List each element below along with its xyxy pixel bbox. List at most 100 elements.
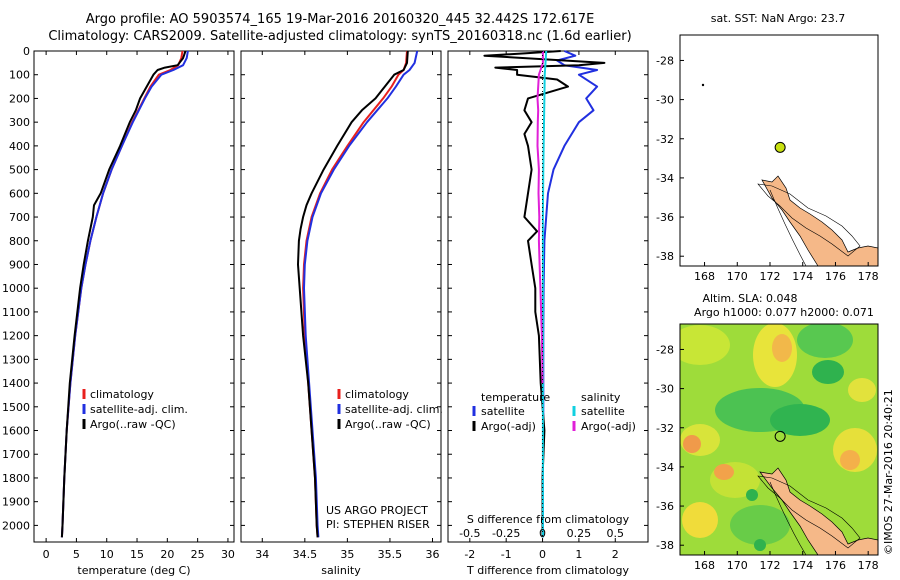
ytick-label: 400 xyxy=(9,140,30,153)
sst-map-xtick-label: 172 xyxy=(760,270,781,283)
figure-title-line2: Climatology: CARS2009. Satellite-adjuste… xyxy=(48,29,632,44)
altimetry-map-xtick-label: 174 xyxy=(792,559,813,572)
difference-line-t-argo xyxy=(483,50,606,538)
difference-xtick-label: -1 xyxy=(501,548,512,561)
temperature-xtick-label: 30 xyxy=(221,548,235,561)
ytick-label: 1700 xyxy=(2,448,30,461)
sal-legend-label: satellite-adj. clim. xyxy=(345,403,443,416)
salinity-series-group xyxy=(297,50,419,538)
ytick-label: 1400 xyxy=(2,377,30,390)
temperature-line-argo xyxy=(60,50,187,538)
altimetry-map-xtick-label: 170 xyxy=(727,559,748,572)
sst-map-xtick-label: 170 xyxy=(727,270,748,283)
diff-legend-label: Argo(-adj) xyxy=(581,420,636,433)
ytick-label: 800 xyxy=(9,235,30,248)
diff-xlabel-top: S difference from climatology xyxy=(467,513,630,526)
difference-xtick-label: 1 xyxy=(575,548,582,561)
altimetry-title-line1: Altim. SLA: 0.048 xyxy=(702,292,797,305)
ytick-label: 1800 xyxy=(2,472,30,485)
salinity-xtick-label: 36 xyxy=(425,548,439,561)
diff-s-tick-label: -0.25 xyxy=(492,527,520,540)
figure-title-line1: Argo profile: AO 5903574_165 19-Mar-2016… xyxy=(85,12,595,27)
difference-xtick-label: 2 xyxy=(612,548,619,561)
altimetry-map-ytick-label: -28 xyxy=(656,343,674,356)
difference-xtick-label: -2 xyxy=(464,548,475,561)
sst-map-ytick-label: -32 xyxy=(656,133,674,146)
ytick-label: 700 xyxy=(9,211,30,224)
ytick-label: 300 xyxy=(9,116,30,129)
sst-map-xtick-label: 174 xyxy=(792,270,813,283)
sst-map-ytick-label: -38 xyxy=(656,250,674,263)
altimetry-map-xtick-label: 176 xyxy=(825,559,846,572)
temperature-xtick-label: 10 xyxy=(100,548,114,561)
temperature-xtick-label: 0 xyxy=(43,548,50,561)
ytick-label: 500 xyxy=(9,164,30,177)
ytick-label: 1200 xyxy=(2,330,30,343)
diff-legend-header: temperature xyxy=(481,391,550,404)
salinity-xlabel: salinity xyxy=(321,564,361,577)
imos-credit: ©IMOS 27-Mar-2016 20:40:21 xyxy=(882,389,895,555)
sst-map-title: sat. SST: NaN Argo: 23.7 xyxy=(711,12,845,25)
temp-legend-label: satellite-adj. clim. xyxy=(90,403,188,416)
sst-map-landmass xyxy=(757,175,878,266)
diff-s-tick-label: 0 xyxy=(539,527,546,540)
diff-legend-label: satellite xyxy=(581,405,625,418)
sst-map-ytick-label: -34 xyxy=(656,172,674,185)
altimetry-map-ytick-label: -36 xyxy=(656,500,674,513)
diff-legend-label: satellite xyxy=(481,405,525,418)
ytick-label: 2000 xyxy=(2,519,30,532)
diff-legend-header: salinity xyxy=(581,391,621,404)
sst-map-ytick-label: -30 xyxy=(656,94,674,107)
temperature-xtick-label: 5 xyxy=(73,548,80,561)
sal-legend-label: Argo(..raw -QC) xyxy=(345,418,431,431)
temperature-series-group xyxy=(60,50,189,538)
salinity-line-climatology xyxy=(302,50,408,538)
sst-map-xtick-label: 168 xyxy=(694,270,715,283)
ytick-label: 1300 xyxy=(2,353,30,366)
sst-map-dot xyxy=(701,83,705,87)
salinity-annotation: US ARGO PROJECT xyxy=(326,504,428,517)
argo-float-marker-altimetry xyxy=(774,430,786,442)
temperature-xtick-label: 20 xyxy=(160,548,174,561)
argo-float-marker xyxy=(774,141,786,153)
plot-layer: 0100200300400500600700800900100011001200… xyxy=(2,12,895,577)
difference-line-s-satellite xyxy=(541,50,548,538)
temperature-frame xyxy=(33,50,235,543)
ytick-label: 900 xyxy=(9,258,30,271)
sal-legend-label: climatology xyxy=(345,388,409,401)
altimetry-map-xtick-label: 168 xyxy=(694,559,715,572)
temp-legend-label: climatology xyxy=(90,388,154,401)
difference-frame xyxy=(447,50,649,543)
temperature-line-satellite xyxy=(60,50,189,538)
altimetry-map-field xyxy=(680,324,878,555)
difference-xtick-label: 0 xyxy=(539,548,546,561)
ytick-label: 200 xyxy=(9,92,30,105)
difference-line-s-argo xyxy=(536,51,544,384)
salinity-xtick-label: 35.5 xyxy=(378,548,403,561)
temp-legend-label: Argo(..raw -QC) xyxy=(90,418,176,431)
salinity-xtick-label: 34.5 xyxy=(293,548,318,561)
ytick-label: 1500 xyxy=(2,401,30,414)
diff-legend-label: Argo(-adj) xyxy=(481,420,536,433)
salinity-line-satellite xyxy=(303,50,419,538)
salinity-annotation: PI: STEPHEN RISER xyxy=(326,518,430,531)
salinity-xtick-label: 35 xyxy=(340,548,354,561)
sst-map-xtick-label: 176 xyxy=(825,270,846,283)
temperature-xtick-label: 25 xyxy=(191,548,205,561)
altimetry-map-ytick-label: -38 xyxy=(656,539,674,552)
ytick-label: 1100 xyxy=(2,306,30,319)
altimetry-map-ytick-label: -34 xyxy=(656,461,674,474)
difference-series-group xyxy=(483,50,606,538)
altimetry-map-ytick-label: -32 xyxy=(656,422,674,435)
altimetry-map-frame xyxy=(679,323,879,556)
ytick-label: 100 xyxy=(9,69,30,82)
altimetry-map-ytick-label: -30 xyxy=(656,383,674,396)
diff-s-tick-label: 0.25 xyxy=(567,527,592,540)
difference-line-t-satellite xyxy=(541,50,599,538)
ytick-label: 1600 xyxy=(2,425,30,438)
altimetry-map-xtick-label: 178 xyxy=(858,559,879,572)
salinity-frame xyxy=(240,50,442,543)
difference-xlabel: T difference from climatology xyxy=(466,564,629,577)
ytick-label: 1900 xyxy=(2,496,30,509)
